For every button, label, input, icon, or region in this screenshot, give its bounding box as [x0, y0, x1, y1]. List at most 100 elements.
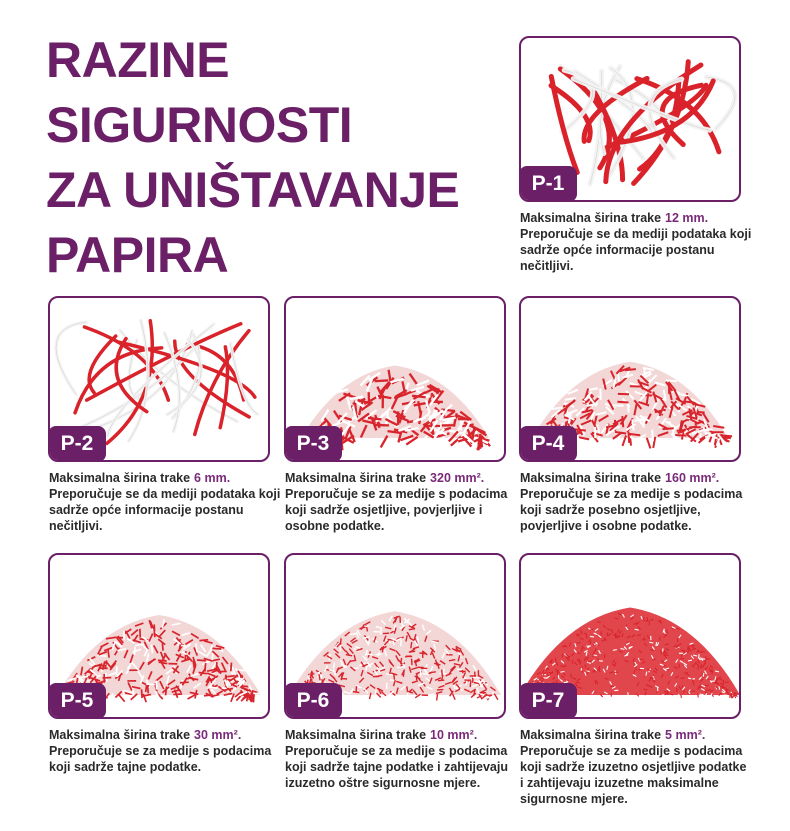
shred [171, 630, 181, 637]
shred [701, 428, 713, 432]
shred [209, 687, 217, 696]
shred [339, 424, 351, 437]
shred [645, 437, 652, 449]
shred [676, 403, 688, 412]
shred [654, 381, 666, 387]
shred [355, 646, 362, 650]
shred [152, 644, 159, 654]
shred [205, 677, 211, 687]
strip [581, 75, 650, 144]
width-prefix: Maksimalna širina trake [520, 728, 662, 742]
shred [443, 409, 456, 421]
shred [693, 405, 699, 417]
shred [680, 693, 683, 698]
shred [585, 634, 588, 639]
shred [322, 416, 334, 429]
shred [421, 624, 426, 631]
shred [573, 649, 577, 654]
shred [240, 693, 248, 702]
shred [660, 673, 664, 678]
shred [733, 692, 738, 695]
shred [353, 654, 357, 662]
shred [633, 669, 636, 675]
shred [357, 412, 370, 423]
shred [424, 400, 431, 414]
shred [714, 685, 719, 690]
shred [464, 657, 469, 665]
shred [239, 685, 249, 688]
shred [650, 654, 654, 659]
level-label: P-5 [50, 683, 106, 717]
shred [620, 647, 625, 650]
shred [154, 690, 161, 700]
shred [604, 402, 616, 410]
shred [701, 684, 706, 688]
shred [88, 662, 97, 669]
shred [466, 427, 478, 439]
shred [593, 667, 598, 671]
shred [211, 661, 218, 670]
shred [413, 658, 420, 663]
shred [413, 639, 419, 646]
shred [586, 402, 598, 407]
shred [662, 631, 667, 636]
shred [698, 676, 703, 681]
shred [212, 647, 222, 650]
shred [592, 690, 597, 694]
shred [655, 642, 658, 647]
shred [367, 416, 382, 421]
shred [392, 410, 406, 419]
shred [678, 420, 683, 432]
shred [344, 631, 351, 637]
shred [673, 645, 678, 649]
shred [692, 647, 697, 651]
shred [714, 670, 720, 673]
shred [445, 644, 451, 651]
shred [359, 626, 366, 630]
shred [686, 415, 698, 420]
shred [709, 665, 714, 669]
shred [192, 656, 197, 666]
shred [402, 401, 413, 414]
shred [417, 682, 425, 687]
shred [587, 645, 591, 649]
shred [637, 657, 641, 662]
shred [648, 677, 652, 682]
shred [438, 684, 445, 689]
shred [563, 681, 568, 684]
shred [364, 621, 371, 626]
shred [431, 409, 444, 419]
shred [586, 394, 596, 405]
shred [664, 654, 668, 659]
description: Maksimalna širina trake 320 mm². Preporuču… [285, 470, 517, 534]
shred [630, 616, 634, 621]
shred [416, 379, 430, 387]
shred [625, 423, 637, 432]
shred [585, 651, 588, 656]
shred [343, 690, 350, 695]
shred [584, 401, 593, 413]
shred [472, 664, 477, 672]
shred [175, 653, 182, 662]
shred [577, 436, 590, 441]
shred [419, 669, 422, 677]
card: P-1 [519, 36, 741, 202]
shred [234, 690, 243, 698]
shred [220, 662, 227, 671]
shred [540, 677, 545, 680]
shred [131, 662, 139, 671]
shred [374, 379, 389, 383]
shred [704, 684, 709, 687]
shred [199, 638, 209, 642]
shred [348, 648, 354, 655]
shred-image [548, 59, 738, 187]
shred [654, 667, 658, 672]
shred [719, 677, 723, 681]
shred [411, 667, 418, 671]
shred [623, 646, 628, 650]
shred [606, 632, 609, 637]
shred [651, 646, 655, 651]
shred [631, 634, 635, 638]
shred [110, 660, 118, 668]
shred [175, 685, 182, 694]
